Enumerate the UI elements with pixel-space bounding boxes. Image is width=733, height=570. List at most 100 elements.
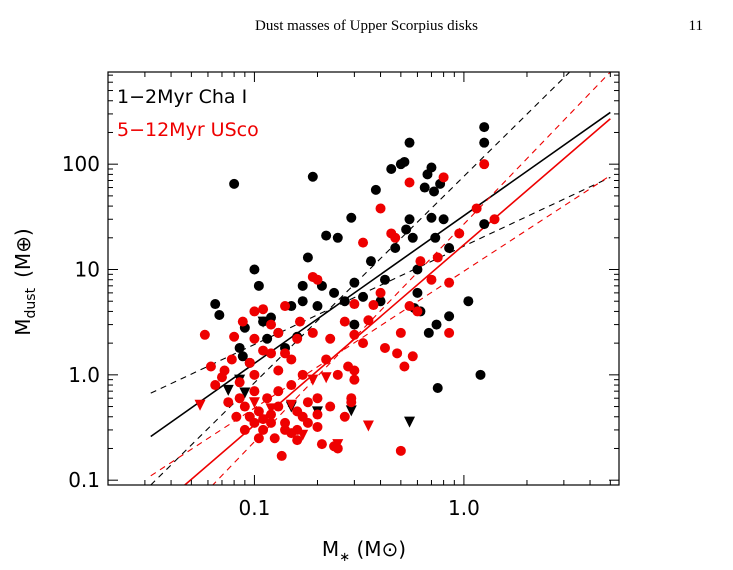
detection-point (229, 331, 240, 342)
detection-point (365, 256, 376, 267)
detection-point (346, 393, 357, 404)
detection-point (312, 393, 323, 404)
detection-point (399, 156, 410, 167)
detection-point (266, 319, 277, 330)
detection-point (404, 301, 415, 312)
detection-point (239, 424, 250, 435)
detection-point (321, 354, 332, 365)
detection-point (297, 369, 308, 380)
upper-limit-point (404, 416, 416, 428)
confidence-band-line (150, 72, 571, 485)
detection-point (205, 361, 216, 372)
detection-point (390, 243, 401, 254)
detection-point (444, 243, 455, 254)
detection-point (258, 424, 269, 435)
detection-point (253, 406, 264, 417)
fit-lines (150, 72, 611, 485)
detection-point (432, 252, 443, 263)
detection-point (210, 299, 221, 310)
detection-point (329, 287, 340, 298)
upper-limit-point (332, 439, 344, 451)
plot-frame (107, 71, 620, 486)
detection-point (237, 351, 248, 362)
upper-limit-point (239, 387, 251, 399)
detection-point (273, 327, 284, 338)
detection-point (226, 354, 237, 365)
upper-limit-point (320, 372, 332, 384)
detection-point (479, 219, 490, 230)
detection-point (249, 417, 260, 428)
y-axis-label: Mdust (M⊕) (11, 228, 39, 335)
detection-point (438, 214, 449, 225)
detection-point (249, 369, 260, 380)
detection-point (229, 178, 240, 189)
upper-limit-point (297, 429, 309, 441)
x-tick-label: 1.0 (448, 496, 480, 520)
y-tick-label: 0.1 (68, 468, 100, 492)
detection-point (368, 300, 379, 311)
detection-point (234, 342, 245, 353)
detection-point (266, 312, 277, 323)
legend: 1−2Myr Cha I 5−12Myr USco (117, 86, 259, 141)
detection-point (223, 397, 234, 408)
detection-point (286, 380, 297, 391)
running-header: Dust masses of Upper Scorpius disks (255, 18, 478, 34)
legend-entry: 1−2Myr Cha I (117, 86, 247, 108)
detection-point (349, 319, 360, 330)
detection-point (426, 212, 437, 223)
detection-point (297, 280, 308, 291)
detection-point (370, 184, 381, 195)
detection-point (419, 182, 430, 193)
detection-point (379, 274, 390, 285)
detection-point (273, 386, 284, 397)
detection-point (407, 232, 418, 243)
confidence-band-line (212, 72, 611, 485)
detection-point (276, 450, 287, 461)
detection-point (395, 327, 406, 338)
detection-point (444, 277, 455, 288)
detection-point (479, 122, 490, 133)
page-number: 11 (688, 18, 703, 34)
detection-point (199, 329, 210, 340)
upper-limit-point (362, 420, 374, 432)
detection-point (479, 137, 490, 148)
detection-point (332, 369, 343, 380)
detection-point (471, 203, 482, 214)
detection-point (375, 203, 386, 214)
upper-limit-point (345, 405, 357, 417)
detection-point (286, 354, 297, 365)
detection-point (266, 417, 277, 428)
detection-point (258, 304, 269, 315)
detection-point (249, 306, 260, 317)
detection-point (358, 237, 369, 248)
detection-point (302, 417, 313, 428)
detection-point (444, 311, 455, 322)
detection-point (363, 315, 374, 326)
detection-point (231, 411, 242, 422)
detection-point (266, 348, 277, 359)
detection-point (349, 329, 360, 340)
detection-point (438, 172, 449, 183)
detection-point (234, 377, 245, 388)
detection-point (302, 397, 313, 408)
detection-point (404, 177, 415, 188)
axes: 0.1 1.0 0.1 1.0 10 100 (62, 72, 619, 520)
detection-point (392, 348, 403, 359)
upper-limit-point (257, 316, 269, 328)
detection-point (258, 345, 269, 356)
confidence-band-line (150, 175, 611, 477)
detection-point (358, 291, 369, 302)
detection-point (325, 333, 336, 344)
detection-point (237, 316, 248, 327)
detection-point (280, 301, 291, 312)
detection-point (210, 380, 221, 391)
detection-point (312, 301, 323, 312)
detection-point (349, 365, 360, 376)
detection-point (249, 386, 260, 397)
detection-point (294, 316, 305, 327)
detection-point (404, 137, 415, 148)
detection-point (386, 163, 397, 174)
detection-point (339, 296, 350, 307)
detection-point (234, 393, 245, 404)
detection-point (346, 212, 357, 223)
